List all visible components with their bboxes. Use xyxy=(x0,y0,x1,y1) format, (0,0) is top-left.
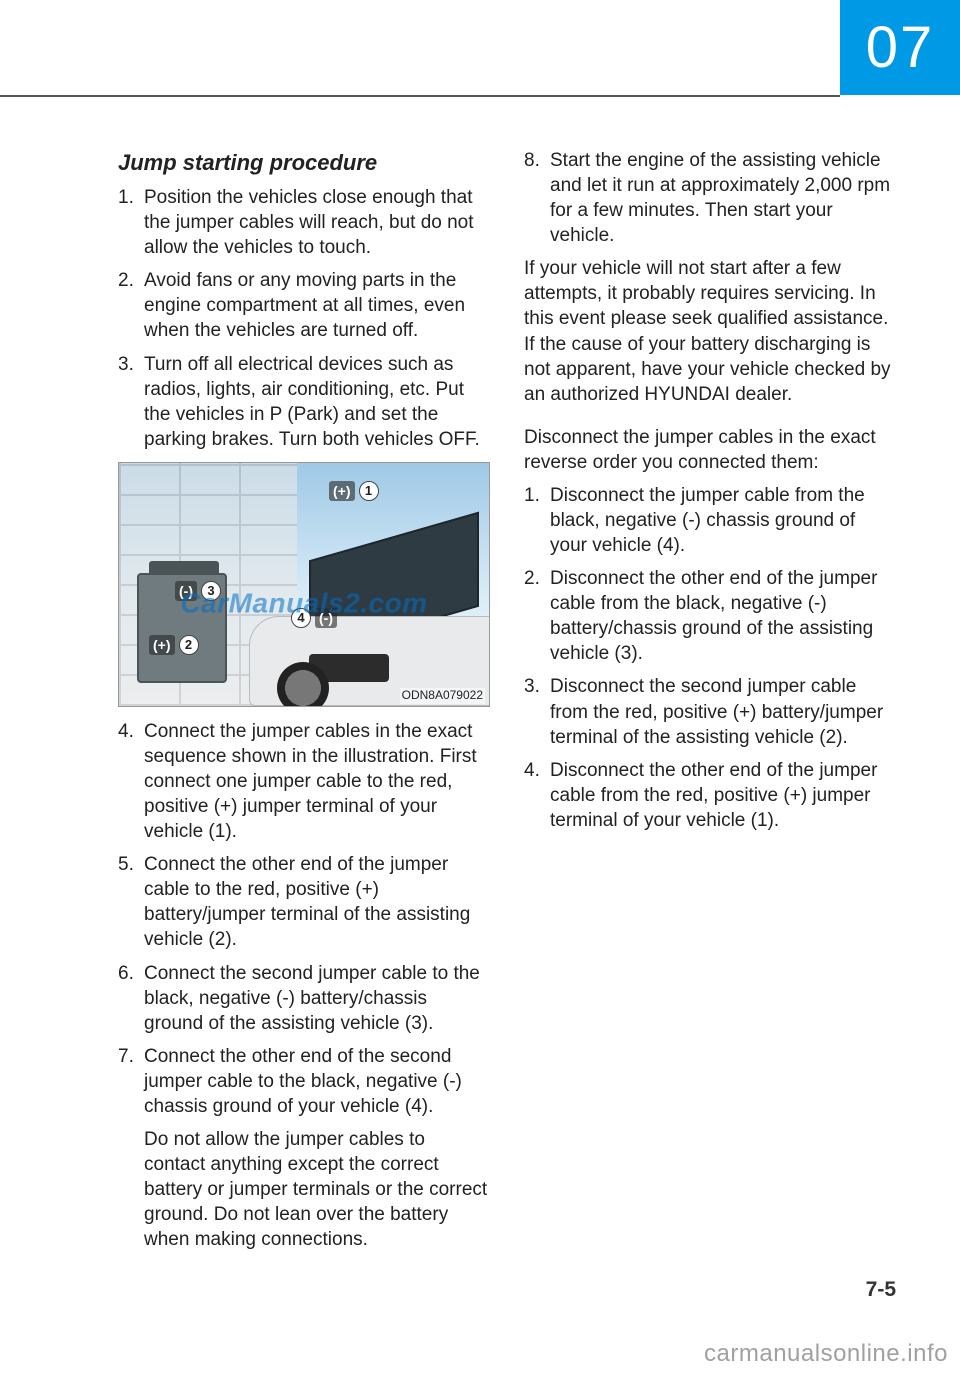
marker-2: (+) 2 xyxy=(149,635,199,655)
step-num: 2. xyxy=(118,268,144,343)
step-num: 8. xyxy=(524,148,550,248)
step-num: 3. xyxy=(118,352,144,452)
step-num: 1. xyxy=(524,483,550,558)
right-paragraph-1: If your vehicle will not start after a f… xyxy=(524,256,896,406)
step-text: Disconnect the other end of the jumper c… xyxy=(550,758,896,833)
left-steps-a: 1.Position the vehicles close enough tha… xyxy=(118,185,490,452)
marker-number: 1 xyxy=(359,481,379,501)
page-number: 7-5 xyxy=(866,1278,896,1302)
section-title: Jump starting procedure xyxy=(118,148,490,177)
content-columns: Jump starting procedure 1.Position the v… xyxy=(118,148,896,1260)
manual-page: 07 Jump starting procedure 1.Position th… xyxy=(0,0,960,1374)
marker-1: (+) 1 xyxy=(329,481,379,501)
right-steps-a: 8.Start the engine of the assisting vehi… xyxy=(524,148,896,248)
header-rule xyxy=(0,95,840,97)
figure-illustration: (+) 1 (-) 3 (+) 2 4 (-) CarMa xyxy=(118,462,490,707)
step-num: 2. xyxy=(524,566,550,666)
step-text: Connect the other end of the second jump… xyxy=(144,1044,490,1119)
step-num: 7. xyxy=(118,1044,144,1119)
step-text: Connect the other end of the jumper cabl… xyxy=(144,852,490,952)
footer-watermark: carmanualsonline.info xyxy=(704,1340,948,1368)
step-text: Disconnect the jumper cable from the bla… xyxy=(550,483,896,558)
step-num: 4. xyxy=(524,758,550,833)
step-text: Start the engine of the assisting vehicl… xyxy=(550,148,896,248)
chapter-number: 07 xyxy=(866,14,935,81)
step-text: Turn off all electrical devices such as … xyxy=(144,352,490,452)
step-text: Connect the second jumper cable to the b… xyxy=(144,961,490,1036)
right-column: 8.Start the engine of the assisting vehi… xyxy=(524,148,896,1260)
figure-id: ODN8A079022 xyxy=(400,688,485,704)
step-num: 4. xyxy=(118,719,144,844)
step-text: Disconnect the second jumper cable from … xyxy=(550,674,896,749)
step-text: Disconnect the other end of the jumper c… xyxy=(550,566,896,666)
chapter-tab: 07 xyxy=(840,0,960,95)
left-column: Jump starting procedure 1.Position the v… xyxy=(118,148,490,1260)
step-num: 5. xyxy=(118,852,144,952)
left-sub-paragraph: Do not allow the jumper cables to contac… xyxy=(144,1127,490,1252)
step-text: Connect the jumper cables in the exact s… xyxy=(144,719,490,844)
marker-symbol: (+) xyxy=(329,481,355,501)
figure-watermark: CarManuals2.com xyxy=(180,585,427,622)
step-num: 3. xyxy=(524,674,550,749)
left-steps-b: 4.Connect the jumper cables in the exact… xyxy=(118,719,490,1119)
step-num: 6. xyxy=(118,961,144,1036)
marker-symbol: (+) xyxy=(149,635,175,655)
step-num: 1. xyxy=(118,185,144,260)
right-paragraph-2: Disconnect the jumper cables in the exac… xyxy=(524,425,896,475)
step-text: Position the vehicles close enough that … xyxy=(144,185,490,260)
figure: (+) 1 (-) 3 (+) 2 4 (-) CarMa xyxy=(118,462,490,707)
marker-number: 2 xyxy=(179,635,199,655)
right-steps-b: 1.Disconnect the jumper cable from the b… xyxy=(524,483,896,833)
step-text: Avoid fans or any moving parts in the en… xyxy=(144,268,490,343)
car-wheel xyxy=(277,662,329,707)
